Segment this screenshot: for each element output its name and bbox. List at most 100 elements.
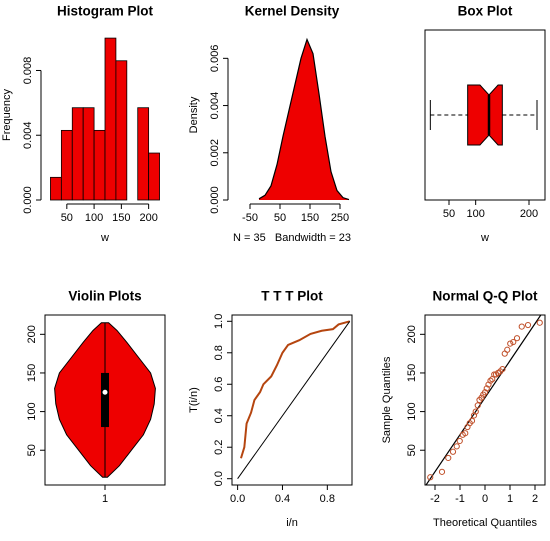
histogram-bar bbox=[71, 107, 84, 201]
x-tick-label: 200 bbox=[520, 208, 538, 220]
x-tick-label: 0.0 bbox=[230, 493, 245, 505]
x-tick-label: 50 bbox=[274, 212, 286, 224]
y-tick-label: 0.6 bbox=[213, 377, 225, 392]
y-axis-label: Density bbox=[188, 96, 200, 133]
x-tick-label: 100 bbox=[85, 212, 103, 224]
qq-point bbox=[449, 448, 457, 455]
histogram-bar bbox=[115, 60, 128, 201]
notched-box bbox=[467, 84, 503, 146]
x-tick-label: -1 bbox=[455, 493, 465, 505]
y-tick-label: 0.000 bbox=[22, 186, 34, 214]
x-axis-label: N = 35 Bandwidth = 23 bbox=[233, 232, 351, 244]
qq-point bbox=[445, 454, 452, 462]
density-curve bbox=[258, 37, 350, 201]
histogram-bar bbox=[60, 129, 73, 201]
panel-title: Kernel Density bbox=[245, 4, 340, 19]
density-area bbox=[259, 39, 349, 200]
histogram-bar bbox=[104, 37, 117, 201]
x-tick-label: 0 bbox=[482, 493, 488, 505]
qq-point bbox=[462, 430, 469, 437]
y-tick-label: 100 bbox=[26, 402, 38, 420]
x-tick-label: 0.8 bbox=[320, 493, 335, 505]
qq-point bbox=[474, 402, 481, 409]
qq-line bbox=[425, 315, 542, 485]
y-tick-label: 150 bbox=[26, 364, 38, 382]
series-line bbox=[237, 321, 351, 479]
y-tick-label: 0.004 bbox=[22, 121, 34, 149]
x-axis-label: Theoretical Quantiles bbox=[433, 517, 537, 529]
plot-frame bbox=[424, 29, 546, 201]
x-tick-label: 150 bbox=[112, 212, 130, 224]
y-tick-label: 200 bbox=[26, 325, 38, 343]
histogram-bar bbox=[148, 152, 160, 201]
qq-point bbox=[536, 319, 543, 326]
x-tick-label: -2 bbox=[430, 493, 440, 505]
x-tick-label: 1 bbox=[507, 493, 513, 505]
y-tick-label: 0.8 bbox=[213, 345, 225, 360]
y-tick-label: 50 bbox=[406, 444, 418, 456]
panel-title: Normal Q-Q Plot bbox=[432, 289, 538, 304]
qq-point bbox=[513, 335, 521, 342]
qq-point bbox=[427, 474, 434, 481]
y-tick-label: 0.2 bbox=[213, 440, 225, 455]
x-axis-label: i/n bbox=[286, 517, 298, 529]
x-tick-label: -50 bbox=[242, 212, 258, 224]
qq-point bbox=[507, 340, 514, 347]
x-axis-label: w bbox=[100, 232, 109, 244]
x-tick-label: 250 bbox=[331, 212, 349, 224]
x-tick-label: 150 bbox=[301, 212, 319, 224]
qq-point bbox=[518, 323, 525, 330]
qq-point bbox=[481, 389, 489, 396]
qq-point bbox=[487, 377, 494, 384]
qq-point bbox=[524, 321, 532, 329]
histogram-bar bbox=[93, 129, 106, 201]
qq-point bbox=[478, 394, 485, 401]
y-tick-label: 200 bbox=[406, 325, 418, 343]
y-tick-label: 0.006 bbox=[209, 45, 221, 73]
y-tick-label: 0.004 bbox=[209, 92, 221, 120]
qq-point bbox=[504, 346, 511, 353]
median-dot bbox=[102, 389, 108, 395]
plot-frame bbox=[231, 314, 353, 486]
qq-point bbox=[470, 412, 478, 419]
x-tick-label: 2 bbox=[532, 493, 538, 505]
y-tick-label: 100 bbox=[406, 402, 418, 420]
histogram-bar bbox=[82, 107, 95, 201]
y-tick-label: 50 bbox=[26, 444, 38, 456]
x-axis-label: w bbox=[480, 232, 489, 244]
qq-point bbox=[453, 443, 460, 450]
violin-box bbox=[101, 372, 109, 428]
y-axis-label: Frequency bbox=[1, 89, 13, 141]
qq-point bbox=[456, 437, 463, 445]
y-axis-label: Sample Quantiles bbox=[381, 356, 393, 443]
x-tick-label: 200 bbox=[139, 212, 157, 224]
y-tick-label: 1.0 bbox=[213, 314, 225, 329]
y-tick-label: 0.008 bbox=[22, 57, 34, 85]
panel-title: T T T Plot bbox=[261, 289, 323, 304]
panel-title: Histogram Plot bbox=[57, 4, 154, 19]
panel-title: Violin Plots bbox=[68, 289, 141, 304]
series-line bbox=[240, 320, 351, 459]
y-tick-label: 0.0 bbox=[213, 471, 225, 486]
x-tick-label: 50 bbox=[61, 212, 73, 224]
y-tick-label: 0.002 bbox=[209, 139, 221, 167]
qq-point bbox=[499, 365, 506, 373]
histogram-bar bbox=[137, 107, 150, 201]
x-tick-label: 50 bbox=[443, 208, 455, 220]
qq-point bbox=[468, 417, 476, 424]
y-tick-label: 0.000 bbox=[209, 186, 221, 214]
x-tick-label: 1 bbox=[102, 493, 108, 505]
histogram-bar bbox=[50, 176, 62, 201]
qq-point bbox=[483, 385, 490, 392]
x-tick-label: 0.4 bbox=[275, 493, 290, 505]
panel-title: Box Plot bbox=[458, 4, 513, 19]
x-tick-label: 100 bbox=[466, 208, 484, 220]
qq-point bbox=[472, 408, 479, 415]
qq-point bbox=[491, 371, 498, 378]
y-axis-label: T(i/n) bbox=[188, 387, 200, 413]
y-tick-label: 150 bbox=[406, 364, 418, 382]
y-tick-label: 0.4 bbox=[213, 408, 225, 423]
qq-point bbox=[510, 338, 517, 346]
qq-point bbox=[438, 468, 446, 475]
